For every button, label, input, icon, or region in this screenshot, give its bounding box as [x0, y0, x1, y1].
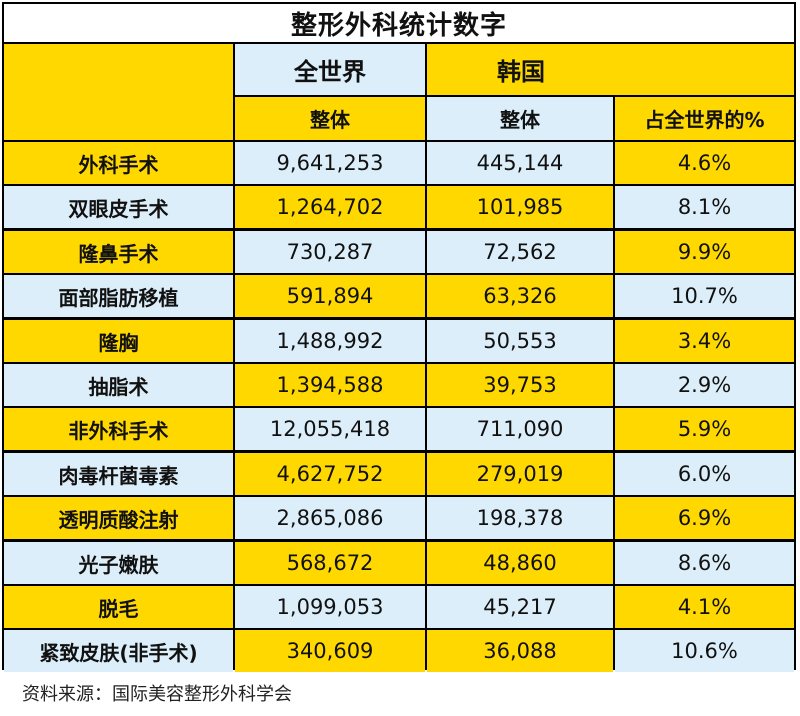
row-world-value: 2,865,086 — [235, 497, 425, 539]
row-world-value: 568,672 — [235, 542, 425, 584]
row-korea-share: 4.1% — [615, 586, 794, 628]
row-korea-value: 198,378 — [427, 497, 613, 539]
source-note: 资料来源：国际美容整形外科学会 — [22, 684, 292, 705]
header-korea-total: 整体 — [427, 97, 613, 140]
row-korea-value: 72,562 — [427, 231, 613, 273]
row-label: 面部脂肪移植 — [4, 275, 233, 317]
row-world-value: 340,609 — [235, 630, 425, 672]
row-korea-share: 8.6% — [615, 542, 794, 584]
header-korea: 韩国 — [427, 44, 794, 95]
row-world-value: 730,287 — [235, 231, 425, 273]
row-label: 隆胸 — [4, 320, 233, 362]
header-world-total: 整体 — [235, 97, 425, 140]
row-label: 外科手术 — [4, 142, 233, 184]
row-korea-value: 63,326 — [427, 275, 613, 317]
row-korea-share: 10.7% — [615, 275, 794, 317]
header-corner — [4, 44, 233, 140]
row-korea-value: 101,985 — [427, 186, 613, 228]
row-korea-value: 36,088 — [427, 630, 613, 672]
row-world-value: 591,894 — [235, 275, 425, 317]
row-korea-share: 6.9% — [615, 497, 794, 539]
row-label: 紧致皮肤(非手术) — [4, 630, 233, 672]
row-world-value: 1,488,992 — [235, 320, 425, 362]
row-world-value: 1,394,588 — [235, 364, 425, 406]
row-world-value: 4,627,752 — [235, 453, 425, 495]
row-world-value: 9,641,253 — [235, 142, 425, 184]
row-world-value: 12,055,418 — [235, 408, 425, 450]
row-label: 抽脂术 — [4, 364, 233, 406]
row-korea-value: 711,090 — [427, 408, 613, 450]
header-korea-share: 占全世界的% — [615, 97, 794, 140]
row-korea-share: 6.0% — [615, 453, 794, 495]
row-label: 透明质酸注射 — [4, 497, 233, 539]
row-korea-value: 48,860 — [427, 542, 613, 584]
row-korea-value: 45,217 — [427, 586, 613, 628]
row-korea-value: 50,553 — [427, 320, 613, 362]
row-korea-share: 8.1% — [615, 186, 794, 228]
header-world: 全世界 — [235, 44, 425, 95]
row-korea-share: 10.6% — [615, 630, 794, 672]
row-korea-share: 3.4% — [615, 320, 794, 362]
table-title: 整形外科统计数字 — [4, 4, 794, 42]
row-korea-value: 39,753 — [427, 364, 613, 406]
row-world-value: 1,264,702 — [235, 186, 425, 228]
row-korea-value: 445,144 — [427, 142, 613, 184]
row-label: 肉毒杆菌毒素 — [4, 453, 233, 495]
row-label: 隆鼻手术 — [4, 231, 233, 273]
statistics-table: 整形外科统计数字 全世界 韩国 整体 整体 占全世界的% 外科手术 9,641,2… — [2, 2, 796, 672]
row-korea-share: 9.9% — [615, 231, 794, 273]
row-world-value: 1,099,053 — [235, 586, 425, 628]
row-korea-value: 279,019 — [427, 453, 613, 495]
row-korea-share: 2.9% — [615, 364, 794, 406]
row-label: 脱毛 — [4, 586, 233, 628]
row-label: 光子嫩肤 — [4, 542, 233, 584]
row-korea-share: 4.6% — [615, 142, 794, 184]
row-label: 双眼皮手术 — [4, 186, 233, 228]
row-label: 非外科手术 — [4, 408, 233, 450]
row-korea-share: 5.9% — [615, 408, 794, 450]
